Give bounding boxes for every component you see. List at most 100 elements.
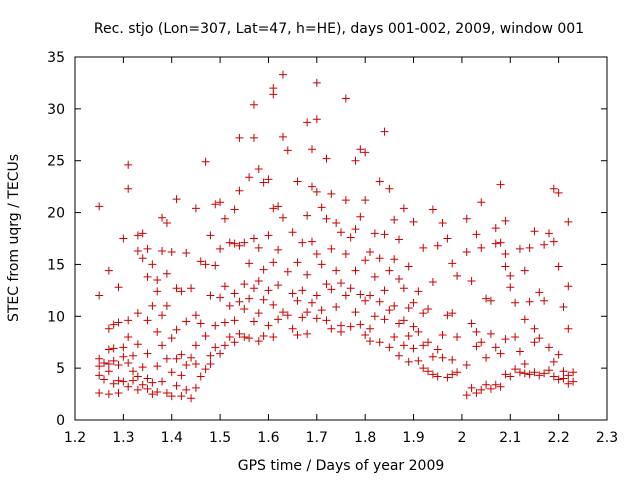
- data-point: [356, 145, 365, 154]
- data-point: [361, 256, 370, 265]
- data-point: [361, 148, 370, 157]
- data-point: [312, 115, 321, 124]
- data-point: [530, 324, 539, 333]
- data-point: [448, 355, 457, 364]
- data-point: [274, 202, 283, 211]
- x-tick-label: 1.7: [306, 430, 328, 446]
- data-point: [549, 184, 558, 193]
- data-point: [491, 343, 500, 352]
- data-point: [312, 78, 321, 87]
- data-point: [172, 354, 181, 363]
- data-point: [322, 214, 331, 223]
- data-point: [264, 231, 273, 240]
- data-point: [264, 286, 273, 295]
- data-point: [414, 356, 423, 365]
- y-axis: 0 5 10 15 20 25 30 35: [47, 50, 607, 429]
- data-point: [129, 367, 138, 376]
- data-point: [395, 274, 404, 283]
- data-point: [366, 291, 375, 300]
- data-point: [124, 382, 133, 391]
- data-point: [259, 178, 268, 187]
- data-point: [158, 377, 167, 386]
- data-point: [312, 250, 321, 259]
- data-point: [535, 371, 544, 380]
- data-point: [162, 301, 171, 310]
- data-point: [520, 359, 529, 368]
- data-point: [341, 291, 350, 300]
- data-point: [356, 320, 365, 329]
- data-point: [486, 384, 495, 393]
- data-point: [312, 291, 321, 300]
- data-point: [201, 365, 210, 374]
- data-point: [283, 311, 292, 320]
- data-point: [395, 235, 404, 244]
- x-tick-label: 2.3: [596, 430, 618, 446]
- data-point: [124, 333, 133, 342]
- data-point: [269, 204, 278, 213]
- data-point: [385, 184, 394, 193]
- data-point: [293, 296, 302, 305]
- data-point: [104, 266, 113, 275]
- data-point: [298, 313, 307, 322]
- data-point: [307, 145, 316, 154]
- data-point: [191, 383, 200, 392]
- data-point: [278, 213, 287, 222]
- data-point: [182, 249, 191, 258]
- data-point: [182, 317, 191, 326]
- data-point: [119, 352, 128, 361]
- data-point: [104, 367, 113, 376]
- data-point: [337, 228, 345, 237]
- data-point: [182, 385, 191, 394]
- data-point: [467, 277, 476, 286]
- data-point: [341, 250, 350, 259]
- data-point: [332, 218, 341, 227]
- data-point: [293, 330, 302, 339]
- data-point: [501, 335, 510, 344]
- data-point: [254, 309, 263, 318]
- data-point: [172, 325, 181, 334]
- data-point: [506, 271, 515, 280]
- data-point: [172, 195, 181, 204]
- data-point: [346, 322, 355, 331]
- data-point: [520, 266, 529, 275]
- data-point: [240, 280, 249, 289]
- data-point: [501, 250, 510, 259]
- data-point: [443, 311, 452, 320]
- data-point: [269, 84, 278, 93]
- data-point: [491, 380, 500, 389]
- data-point: [245, 334, 254, 343]
- x-axis-label: GPS time / Days of year 2009: [238, 458, 445, 474]
- data-point: [341, 196, 350, 205]
- data-point: [153, 327, 162, 336]
- data-point: [351, 266, 360, 275]
- data-point: [235, 329, 244, 338]
- data-point: [443, 373, 452, 382]
- data-point: [162, 269, 171, 278]
- data-point: [375, 338, 384, 347]
- data-point: [206, 351, 215, 360]
- data-point: [167, 368, 176, 377]
- data-point: [559, 302, 568, 311]
- data-point: [220, 341, 229, 350]
- data-point: [104, 390, 113, 399]
- data-point: [196, 372, 205, 381]
- data-point: [254, 337, 263, 346]
- data-point: [211, 200, 220, 209]
- data-point: [167, 247, 176, 256]
- data-point: [172, 284, 181, 293]
- data-point: [172, 381, 181, 390]
- data-point: [133, 340, 142, 349]
- x-tick-label: 2: [457, 430, 466, 446]
- y-tick-label: 10: [47, 309, 65, 325]
- data-point: [443, 234, 452, 243]
- data-point: [351, 308, 360, 317]
- data-point: [486, 329, 495, 338]
- data-point: [540, 369, 549, 378]
- data-point: [395, 351, 404, 360]
- data-point: [298, 238, 307, 247]
- data-point: [370, 229, 379, 238]
- data-point: [399, 204, 408, 213]
- data-point: [211, 321, 220, 330]
- data-point: [404, 331, 413, 340]
- data-point: [153, 287, 162, 296]
